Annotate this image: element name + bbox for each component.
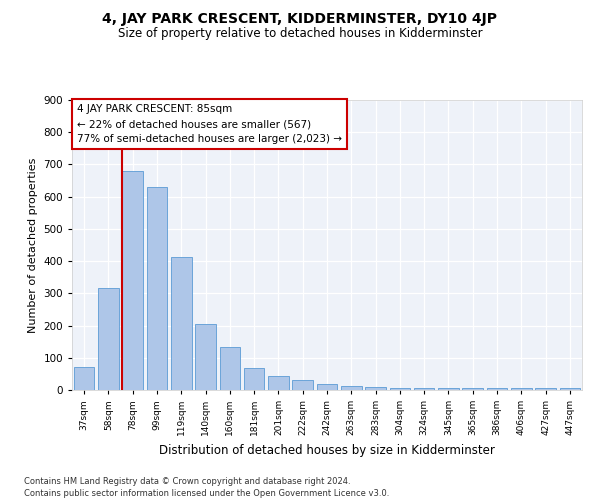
- Bar: [438, 388, 459, 390]
- Bar: [535, 388, 556, 390]
- Bar: [389, 388, 410, 390]
- Bar: [74, 368, 94, 390]
- X-axis label: Distribution of detached houses by size in Kidderminster: Distribution of detached houses by size …: [159, 444, 495, 456]
- Bar: [560, 388, 580, 390]
- Bar: [220, 346, 240, 390]
- Text: Size of property relative to detached houses in Kidderminster: Size of property relative to detached ho…: [118, 28, 482, 40]
- Bar: [487, 388, 508, 390]
- Bar: [146, 187, 167, 390]
- Bar: [341, 386, 362, 390]
- Y-axis label: Number of detached properties: Number of detached properties: [28, 158, 38, 332]
- Bar: [98, 288, 119, 390]
- Bar: [268, 376, 289, 390]
- Bar: [511, 388, 532, 390]
- Bar: [365, 387, 386, 390]
- Bar: [171, 257, 191, 390]
- Bar: [317, 384, 337, 390]
- Bar: [122, 171, 143, 390]
- Text: 4, JAY PARK CRESCENT, KIDDERMINSTER, DY10 4JP: 4, JAY PARK CRESCENT, KIDDERMINSTER, DY1…: [103, 12, 497, 26]
- Bar: [244, 368, 265, 390]
- Bar: [292, 380, 313, 390]
- Bar: [414, 388, 434, 390]
- Text: Contains HM Land Registry data © Crown copyright and database right 2024.
Contai: Contains HM Land Registry data © Crown c…: [24, 476, 389, 498]
- Text: 4 JAY PARK CRESCENT: 85sqm
← 22% of detached houses are smaller (567)
77% of sem: 4 JAY PARK CRESCENT: 85sqm ← 22% of deta…: [77, 104, 342, 144]
- Bar: [195, 324, 216, 390]
- Bar: [463, 388, 483, 390]
